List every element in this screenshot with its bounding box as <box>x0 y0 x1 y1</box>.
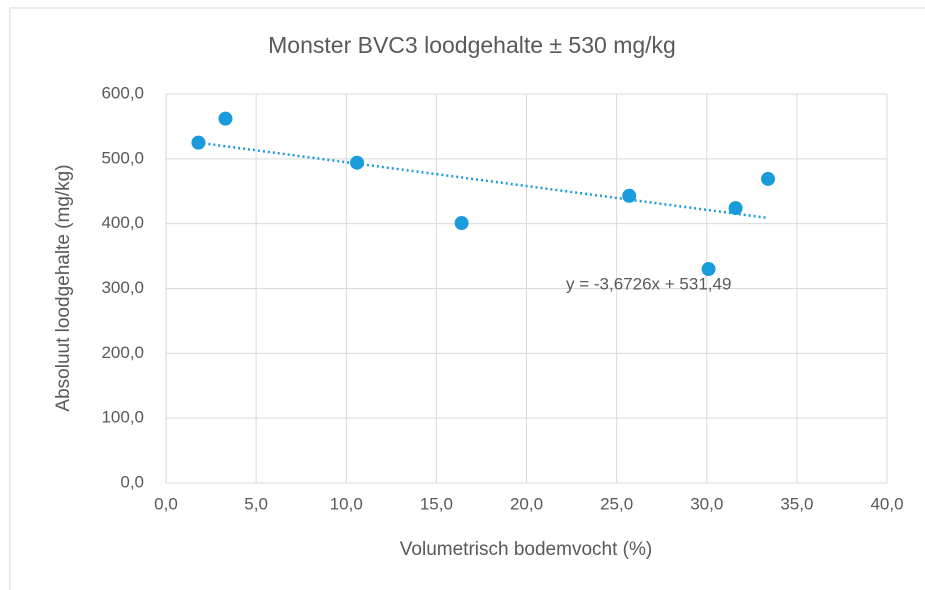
chart-title: Monster BVC3 loodgehalte ± 530 mg/kg <box>268 32 676 58</box>
x-axis-label: Volumetrisch bodemvocht (%) <box>400 539 652 560</box>
x-tick-label: 5,0 <box>244 494 268 513</box>
data-point <box>622 188 637 203</box>
x-tick-label: 35,0 <box>780 494 813 513</box>
y-axis-label: Absoluut loodgehalte (mg/kg) <box>53 164 74 411</box>
data-point <box>454 216 469 231</box>
y-tick-label: 600,0 <box>101 83 144 102</box>
x-tick-label: 20,0 <box>510 494 543 513</box>
x-tick-label: 40,0 <box>870 494 903 513</box>
y-tick-label: 300,0 <box>101 278 144 297</box>
data-point <box>350 155 365 170</box>
trendline <box>198 141 769 220</box>
data-point <box>218 111 233 126</box>
y-tick-label: 0,0 <box>120 472 144 491</box>
y-tick-label: 200,0 <box>101 343 144 362</box>
data-point <box>728 201 743 216</box>
data-point <box>701 262 716 277</box>
y-tick-label: 400,0 <box>101 213 144 232</box>
data-point <box>761 171 776 186</box>
x-tick-label: 25,0 <box>600 494 633 513</box>
y-tick-label: 500,0 <box>101 148 144 167</box>
y-tick-label: 100,0 <box>101 408 144 427</box>
x-tick-label: 10,0 <box>330 494 363 513</box>
x-tick-label: 0,0 <box>154 494 178 513</box>
data-point <box>191 135 206 150</box>
x-tick-label: 30,0 <box>690 494 723 513</box>
x-tick-label: 15,0 <box>420 494 453 513</box>
trendline-equation: y = -3,6726x + 531,49 <box>566 274 731 293</box>
